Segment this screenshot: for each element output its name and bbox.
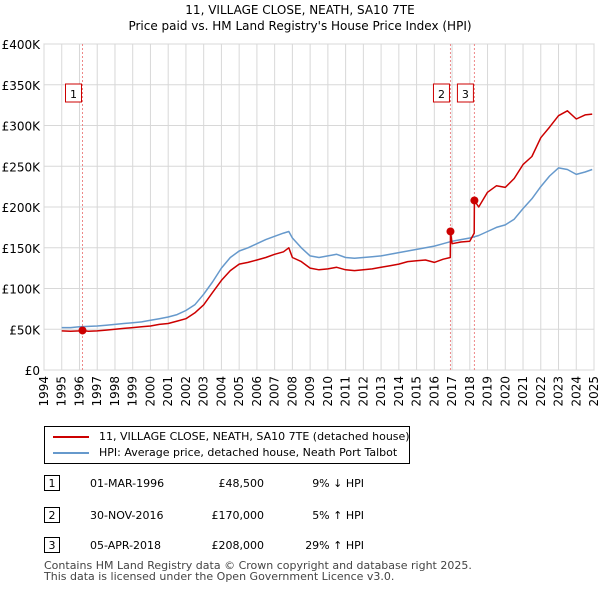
sale-label: 3: [456, 83, 474, 103]
legend-swatch-property: [53, 436, 89, 438]
x-tick-label: 2007: [268, 376, 282, 407]
transaction-date: 01-MAR-1996: [90, 477, 165, 490]
sale-label-box: [432, 83, 450, 103]
sale-label: 1: [65, 83, 82, 103]
x-tick-label: 1996: [72, 376, 86, 407]
x-tick-label: 2011: [339, 376, 353, 407]
x-tick-label: 2020: [498, 376, 512, 407]
x-tick-label: 2021: [516, 376, 530, 407]
x-tick-label: 2023: [552, 376, 566, 407]
x-tick-label: 2004: [214, 376, 228, 407]
x-tick-label: 2013: [374, 376, 388, 407]
sale-label-box: [456, 83, 474, 103]
x-tick-label: 1995: [55, 376, 69, 407]
y-tick-label: £300K: [2, 120, 42, 134]
x-tick-label: 1998: [108, 376, 122, 407]
y-tick-label: £400K: [2, 38, 42, 52]
sale-points: [78, 196, 479, 335]
transaction-hpi: 5% ↑ HPI: [312, 509, 364, 522]
x-tick-label: 2000: [143, 376, 157, 407]
transaction-number: 3: [44, 537, 60, 553]
sale-point: [470, 196, 479, 205]
x-tick-label: 2010: [321, 376, 335, 407]
x-tick-label: 2015: [410, 376, 424, 407]
series-line: [61, 110, 593, 333]
transaction-date: 05-APR-2018: [90, 539, 162, 552]
sale-label-box: [65, 83, 82, 103]
y-tick-label: £250K: [2, 160, 42, 174]
sale-point: [78, 326, 87, 335]
chart-subtitle: Price paid vs. HM Land Registry's House …: [128, 19, 471, 33]
sale-label: 2: [432, 83, 450, 103]
sale-label-text: 1: [70, 88, 77, 101]
x-tick-label: 2025: [587, 376, 600, 407]
x-tick-label: 2006: [250, 376, 264, 407]
transaction-hpi: 9% ↓ HPI: [312, 477, 364, 490]
y-axis: £0 £50K £100K £150K £200K £250K £300K £350K £400…: [2, 38, 42, 378]
series-lines: [61, 110, 593, 333]
x-tick-label: 2024: [569, 376, 583, 407]
footer-attribution: Contains HM Land Registry data © Crown c…: [44, 560, 584, 582]
transaction-date: 30-NOV-2016: [90, 509, 164, 522]
chart-title: 11, VILLAGE CLOSE, NEATH, SA10 7TE: [185, 3, 414, 17]
x-axis: 1994 1995 1996 1997 1998 1999 2000 2001 2002 2003…: [37, 376, 600, 407]
price-chart: 11, VILLAGE CLOSE, NEATH, SA10 7TE Price…: [2, 3, 600, 407]
y-tick-label: £50K: [9, 323, 41, 337]
sale-label-text: 2: [438, 88, 445, 101]
x-tick-label: 2002: [179, 376, 193, 407]
x-tick-label: 2018: [463, 376, 477, 407]
series-line: [61, 167, 593, 329]
x-tick-label: 2005: [232, 376, 246, 407]
y-tick-label: £200K: [2, 201, 42, 215]
x-tick-label: 2019: [481, 376, 495, 407]
legend-label-hpi: HPI: Average price, detached house, Neat…: [99, 446, 398, 459]
y-tick-label: £350K: [2, 79, 42, 93]
x-tick-label: 2017: [445, 376, 459, 407]
legend-swatch-hpi: [53, 452, 89, 454]
footer-line-2: This data is licensed under the Open Gov…: [44, 570, 395, 583]
y-tick-label: £150K: [2, 242, 42, 256]
y-tick-label: £100K: [2, 283, 42, 297]
grid-lines: [43, 43, 595, 371]
x-tick-label: 2009: [303, 376, 317, 407]
x-tick-label: 2001: [161, 376, 175, 407]
sale-labels: 1 2 3: [65, 83, 474, 103]
sale-label-text: 3: [462, 88, 469, 101]
footer-line-1: Contains HM Land Registry data © Crown c…: [44, 559, 472, 572]
sale-point: [446, 227, 455, 236]
x-tick-label: 1997: [90, 376, 104, 407]
x-tick-label: 2022: [534, 376, 548, 407]
transaction-price: £208,000: [211, 539, 265, 552]
y-tick-label: £0: [25, 364, 40, 378]
x-tick-label: 1994: [37, 376, 51, 407]
x-tick-label: 2012: [356, 376, 370, 407]
x-tick-label: 2008: [285, 376, 299, 407]
transaction-number: 1: [44, 475, 60, 491]
transaction-hpi: 29% ↑ HPI: [305, 539, 364, 552]
x-tick-label: 2016: [427, 376, 441, 407]
transaction-price: £48,500: [218, 477, 265, 490]
legend-label-property: 11, VILLAGE CLOSE, NEATH, SA10 7TE (deta…: [99, 430, 410, 443]
transaction-price: £170,000: [211, 509, 265, 522]
x-tick-label: 2003: [197, 376, 211, 407]
transaction-number: 2: [44, 507, 60, 523]
x-tick-label: 1999: [126, 376, 140, 407]
legend: 11, VILLAGE CLOSE, NEATH, SA10 7TE (deta…: [44, 426, 410, 464]
x-tick-label: 2014: [392, 376, 406, 407]
